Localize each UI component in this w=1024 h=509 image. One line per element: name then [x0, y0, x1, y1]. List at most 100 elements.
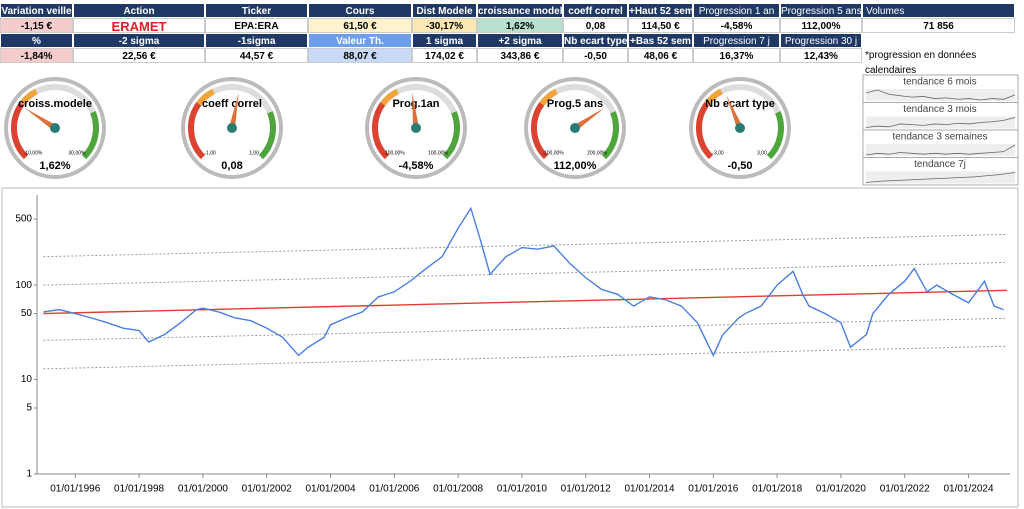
value-cell: 61,50 € — [308, 18, 412, 33]
sparkline-bg — [866, 89, 1015, 101]
gauge-title: Prog.5 ans — [547, 98, 603, 110]
gauge-value: -0,50 — [727, 160, 752, 172]
sparkline — [865, 172, 1016, 183]
x-tick-label: 01/01/2016 — [688, 484, 738, 495]
gauge-needle — [726, 94, 743, 130]
header-cell: croissance modele — [477, 3, 563, 18]
gauge-needle — [573, 107, 605, 131]
sparkline-title: tendance 6 mois — [903, 77, 976, 88]
sparkline-bg — [866, 171, 1015, 184]
value-cell: 343,86 € — [477, 48, 563, 63]
gauge-red — [531, 102, 549, 160]
gauge-value: 1,62% — [39, 160, 70, 172]
gauge-orange — [539, 88, 558, 106]
value-cell: 174,02 € — [412, 48, 477, 63]
series-line — [43, 345, 1007, 370]
value-cell: 0,08 — [563, 18, 628, 33]
gauge-max: 1,00 — [249, 150, 259, 156]
series-line — [43, 233, 1007, 258]
sparkline-title: tendance 3 mois — [903, 104, 976, 115]
value-cell: EPA:ERA — [205, 18, 308, 33]
value-cell: 71 856 — [862, 18, 1015, 33]
value-cell: ERAMET — [73, 18, 205, 33]
gauge-hub — [50, 123, 60, 133]
gauge-green — [258, 111, 276, 160]
x-tick-label: 01/01/2012 — [561, 484, 611, 495]
gauge-needle — [412, 92, 419, 129]
chart-box — [1, 187, 1019, 508]
gauge-min: -10,00% — [24, 150, 43, 156]
value-cell: 1,62% — [477, 18, 563, 33]
header-cell: 1 sigma — [412, 33, 477, 48]
series-line — [43, 206, 1004, 358]
y-tick-label: 10 — [21, 374, 33, 385]
x-tick-label: 01/01/2000 — [178, 484, 228, 495]
sparkline-title: tendance 7j — [914, 159, 966, 170]
x-tick-label: 01/01/2002 — [242, 484, 292, 495]
header-cell: Nb ecart type — [563, 33, 628, 48]
y-tick-label: 500 — [15, 214, 32, 225]
x-tick-label: 01/01/2020 — [816, 484, 866, 495]
x-tick-label: 01/01/2004 — [305, 484, 355, 495]
gauge-red — [372, 102, 390, 160]
gauge-value: 0,08 — [221, 160, 242, 172]
x-tick-label: 01/01/2022 — [880, 484, 930, 495]
gauge-hub — [227, 123, 237, 133]
sparkline-bg — [866, 116, 1015, 129]
series-line — [43, 261, 1007, 286]
header-cell: Action — [73, 3, 205, 18]
value-cell: -30,17% — [412, 18, 477, 33]
value-cell: 88,07 € — [308, 48, 412, 63]
header-cell: -2 sigma — [73, 33, 205, 48]
sparkline — [865, 117, 1016, 128]
sparkline — [865, 144, 1016, 156]
gauge-red — [188, 102, 206, 160]
header-cell: -1sigma — [205, 33, 308, 48]
value-cell: -1,15 € — [0, 18, 73, 33]
value-cell: 12,43% — [780, 48, 862, 63]
header-cell: +Bas 52 sem — [628, 33, 693, 48]
x-tick-label: 01/01/1998 — [114, 484, 164, 495]
header-cell: +Haut 52 sem — [628, 3, 693, 18]
gauge-title: croiss.modele — [18, 98, 92, 110]
value-cell: 44,57 € — [205, 48, 308, 63]
header-cell: Progression 30 j — [780, 33, 862, 48]
gauge-red — [11, 102, 29, 160]
gauge-needle — [24, 108, 57, 131]
y-tick-label: 50 — [21, 308, 33, 319]
header-cell: Valeur Th. — [308, 33, 412, 48]
gauge-max: 3,00 — [757, 150, 767, 156]
x-tick-label: 01/01/2014 — [624, 484, 674, 495]
gauge-orange — [380, 88, 399, 106]
gauge-orange — [196, 88, 215, 106]
header-cell: Volumes — [862, 3, 1015, 18]
x-tick-label: 01/01/2010 — [497, 484, 547, 495]
header-cell: % — [0, 33, 73, 48]
gauge-hub — [411, 123, 421, 133]
series-line — [43, 317, 1007, 341]
header-cell: Variation veille — [0, 3, 73, 18]
value-cell: 112,00% — [780, 18, 862, 33]
header-cell: +2 sigma — [477, 33, 563, 48]
gauge-green — [81, 111, 99, 160]
gauge-title: Nb ecart type — [705, 98, 775, 110]
y-tick-label: 1 — [26, 469, 32, 480]
y-tick-label: 5 — [26, 403, 32, 414]
value-cell: -1,84% — [0, 48, 73, 63]
y-tick-label: 100 — [15, 280, 32, 291]
gauge-value: -4,58% — [399, 160, 434, 172]
header-cell: Cours — [308, 3, 412, 18]
gauge-value: 112,00% — [554, 160, 597, 172]
gauge-max: 30,00% — [69, 150, 87, 156]
gauge-title: Prog.1an — [392, 98, 439, 110]
header-cell: Ticker — [205, 3, 308, 18]
x-tick-label: 01/01/2018 — [752, 484, 802, 495]
series-line — [43, 289, 1007, 315]
gauge-hub — [570, 123, 580, 133]
header-cell: Progression 5 ans — [780, 3, 862, 18]
gauge-green — [601, 111, 619, 160]
gauge-needle — [229, 92, 239, 129]
gauge-max: 100,00% — [428, 150, 448, 156]
